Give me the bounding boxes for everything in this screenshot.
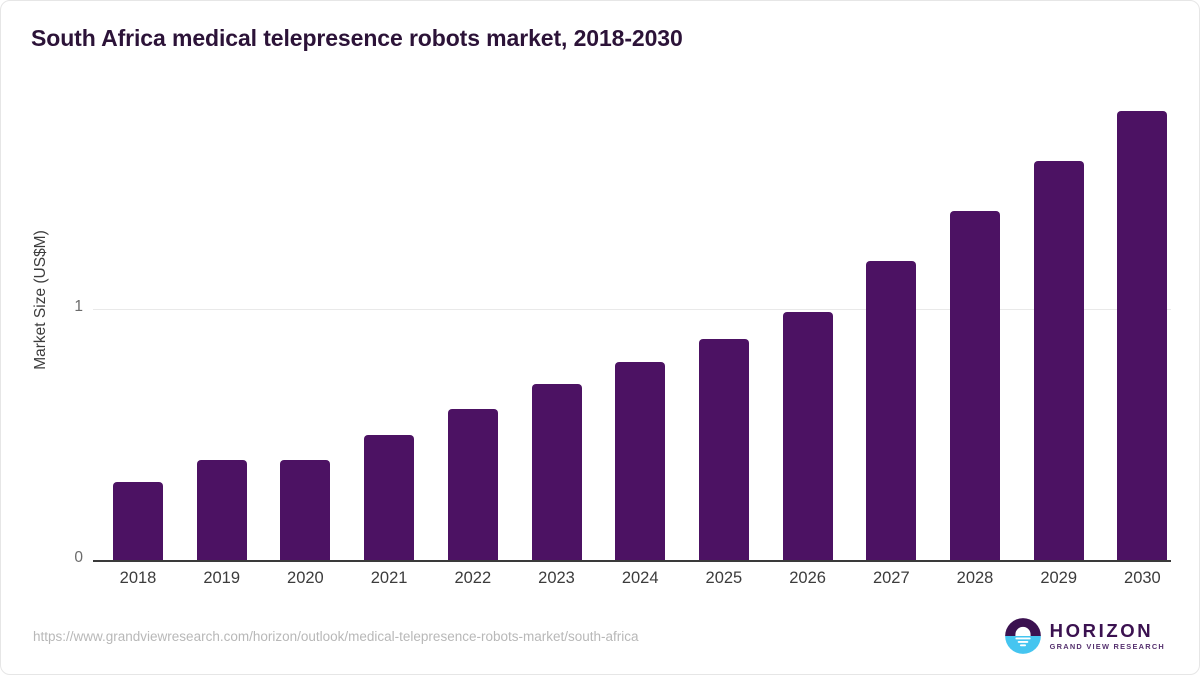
logo-wordmark: HORIZON GRAND VIEW RESEARCH xyxy=(1049,619,1165,652)
y-tick-label-0: 0 xyxy=(74,549,83,566)
bar-2021[interactable] xyxy=(364,434,415,560)
page-title: South Africa medical telepresence robots… xyxy=(31,25,683,51)
bar-2026[interactable] xyxy=(782,311,833,560)
horizon-sun-icon xyxy=(1004,618,1041,654)
x-tick-label-2021: 2021 xyxy=(370,569,408,587)
x-tick-label-2024: 2024 xyxy=(621,569,659,587)
bar-2025[interactable] xyxy=(698,339,749,560)
x-tick-label-2020: 2020 xyxy=(287,569,324,587)
horizon-logo: HORIZON GRAND VIEW RESEARCH xyxy=(1004,617,1165,655)
x-tick-label-2029: 2029 xyxy=(1040,569,1078,587)
x-tick-label-2018: 2018 xyxy=(119,569,157,587)
bar-2030[interactable] xyxy=(1117,110,1168,560)
logo-name: HORIZON xyxy=(1049,619,1154,641)
bar-series xyxy=(1,1,1199,601)
x-tick-label-2028: 2028 xyxy=(956,569,994,587)
x-tick-label-2025: 2025 xyxy=(705,569,743,587)
y-tick-label-1: 1 xyxy=(74,298,83,315)
bar-2028[interactable] xyxy=(950,211,1000,560)
bar-2027[interactable] xyxy=(866,261,917,560)
x-tick-label-2019: 2019 xyxy=(203,569,241,587)
x-axis-labels: 2018 2019 2020 2021 2022 2023 2024 2025 2026 2027… xyxy=(1,1,1199,601)
x-tick-label-2026: 2026 xyxy=(789,569,826,587)
x-tick-label-2022: 2022 xyxy=(454,569,492,587)
bar-2023[interactable] xyxy=(531,384,582,560)
x-tick-label-2023: 2023 xyxy=(538,569,575,587)
chart-plot-area: Market Size (US$M) 1 0 2018 2019 2020 2021 2… xyxy=(1,1,1199,601)
x-tick-label-2027: 2027 xyxy=(872,569,910,587)
axis-baseline xyxy=(93,560,1171,562)
bar-2029[interactable] xyxy=(1033,160,1084,560)
bar-2019[interactable] xyxy=(196,459,247,560)
source-url[interactable]: https://www.grandviewresearch.com/horizo… xyxy=(33,629,639,644)
bar-2018[interactable] xyxy=(113,482,163,560)
gridline-1 xyxy=(93,309,1171,310)
bar-2020[interactable] xyxy=(280,459,331,560)
x-tick-label-2030: 2030 xyxy=(1124,569,1161,587)
bar-2024[interactable] xyxy=(615,361,666,560)
bar-2022[interactable] xyxy=(447,409,498,560)
logo-subtitle: GRAND VIEW RESEARCH xyxy=(1049,642,1165,652)
